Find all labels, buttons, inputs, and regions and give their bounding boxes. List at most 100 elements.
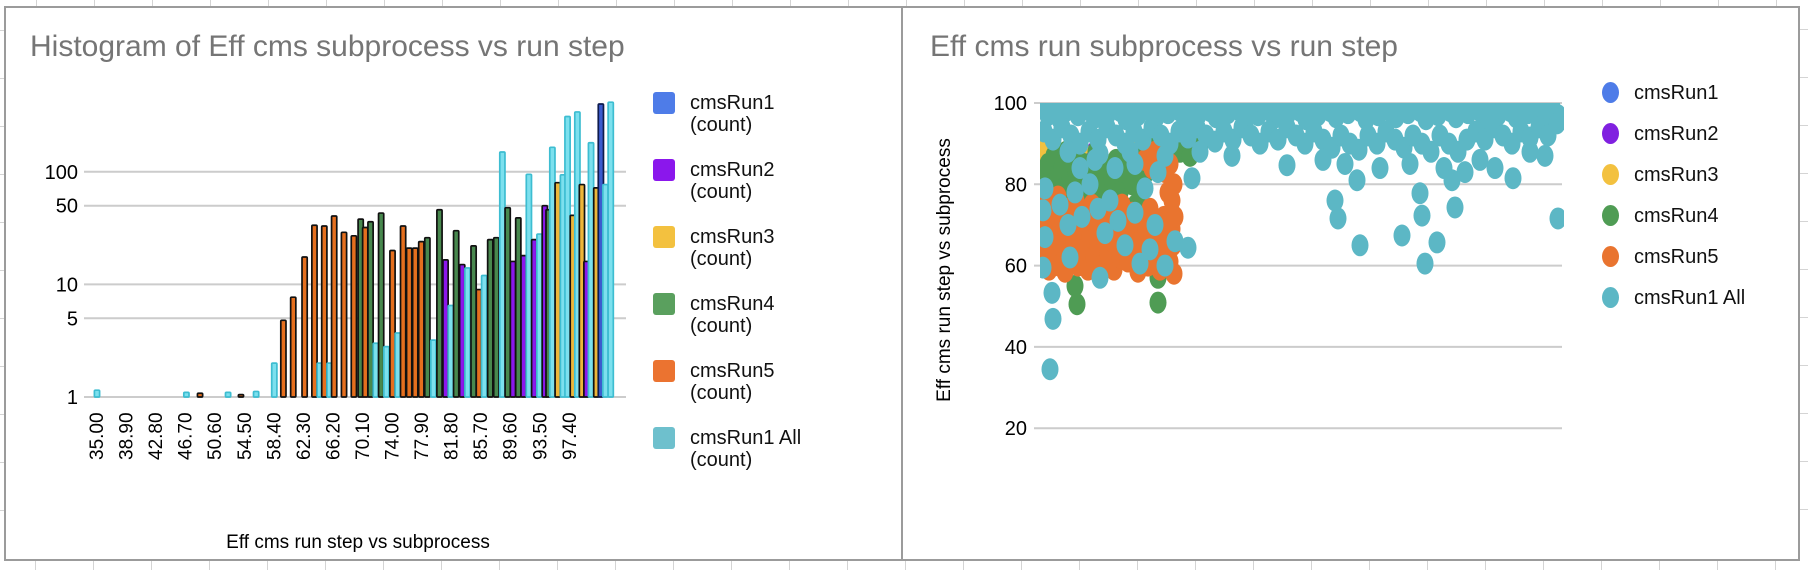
scatter-y-tick: 60 [1005,256,1027,278]
histogram-bar [252,390,260,398]
histogram-bar [279,319,287,398]
histogram-chart-panel[interactable] [6,8,901,559]
scatter-point [1051,193,1069,216]
legend-swatch-icon [653,360,675,382]
histogram-bar [367,220,374,398]
spreadsheet-grid-bottom [0,561,1808,570]
scatter-point [1101,189,1119,212]
scatter-point [1504,167,1522,190]
scatter-point [1191,140,1209,163]
scatter-point [1071,157,1089,180]
legend-item: cmsRun4 [1602,205,1745,227]
legend-label: cmsRun4 [1634,205,1719,227]
scatter-point [1106,157,1124,180]
scatter-point [1059,213,1077,236]
legend-item: cmsRun2 (count) [653,159,810,203]
scatter-point [1521,140,1539,163]
scatter-point [1456,161,1474,184]
spreadsheet-grid-right [1800,6,1808,561]
legend-swatch-icon [653,293,675,315]
legend-swatch-icon [1602,205,1619,226]
scatter-y-tick: 80 [1005,174,1027,196]
histogram-bar [399,225,407,398]
scatter-point [1314,148,1332,171]
scatter-chart-title: Eff cms run subprocess vs run step [930,30,1398,63]
histogram-y-tick: 5 [67,308,78,330]
histogram-bar [196,392,204,398]
legend-label: cmsRun5 [1634,246,1719,268]
histogram-x-tick: 93.50 [530,412,551,460]
histogram-x-tick: 54.50 [235,412,256,460]
spreadsheet-grid-top [0,0,1808,6]
scatter-y-tick: 20 [1005,418,1027,440]
scatter-point [1040,177,1054,200]
histogram-x-tick: 38.90 [117,412,138,460]
scatter-point [1096,222,1114,245]
scatter-point [1081,173,1099,196]
scatter-point [1371,157,1389,180]
legend-item: cmsRun1 All (count) [653,427,810,471]
scatter-point [1073,205,1091,228]
scatter-point [1351,234,1369,257]
histogram-x-tick: 46.70 [176,412,197,460]
histogram-bar [320,225,328,398]
scatter-point [1086,148,1104,171]
scatter-point [1156,144,1174,167]
histogram-bar [464,267,471,398]
scatter-point [1091,266,1109,289]
legend-item: cmsRun1 (count) [653,92,810,136]
scatter-point [1040,226,1054,249]
legend-swatch-icon [1602,246,1619,267]
scatter-point [1040,199,1052,222]
histogram-bar [270,362,278,398]
histogram-bar [452,229,460,398]
scatter-point [1179,236,1197,259]
scatter-chart-panel[interactable] [903,8,1798,559]
histogram-bar [340,231,348,398]
scatter-point [1446,196,1464,219]
scatter-point [1066,181,1084,204]
histogram-bar [289,296,297,398]
histogram-bar [377,212,385,398]
legend-swatch-icon [1602,82,1619,103]
scatter-point [1223,144,1241,167]
histogram-bar [429,339,437,398]
scatter-point [1156,254,1174,277]
histogram-legend: cmsRun1 (count) cmsRun2 (count) cmsRun3 (c… [653,92,810,471]
scatter-point [1422,140,1440,163]
legend-item: cmsRun4 (count) [653,293,810,337]
histogram-bar [382,345,390,398]
scatter-point [1109,209,1127,232]
scatter-point [1183,167,1201,190]
scatter-point [1126,152,1144,175]
scatter-y-tick: 100 [994,93,1027,115]
histogram-x-tick-labels: 35.00 38.90 42.80 46.70 50.60 54.50 58.40 62.30… [87,412,581,460]
scatter-point [1166,205,1184,228]
histogram-y-tick: 50 [56,196,78,218]
legend-label: cmsRun2 (count) [690,159,775,203]
histogram-bar [492,236,500,398]
scatter-point [1536,144,1554,167]
histogram-bar [237,393,245,398]
histogram-bar [436,208,443,398]
histogram-bar [405,247,413,398]
scatter-point [1326,189,1344,212]
scatter-point [1393,224,1411,247]
histogram-bar [182,391,190,398]
charts-canvas: 100 50 10 5 1 35.00 38.90 42.80 46.70 50.60 54.50… [45,93,1564,460]
scatter-points [1040,103,1564,381]
scatter-point [1136,177,1154,200]
histogram-bar [350,234,358,398]
legend-swatch-icon [653,159,675,181]
legend-label: cmsRun1 All (count) [690,427,802,471]
legend-swatch-icon [653,92,675,114]
histogram-bar [224,391,232,398]
legend-label: cmsRun4 (count) [690,293,775,337]
histogram-x-tick: 62.30 [294,412,315,460]
histogram-bar [93,389,101,398]
scatter-point [1131,252,1149,275]
scatter-point [1041,358,1059,381]
histogram-bar [330,215,338,398]
histogram-x-tick: 85.70 [471,412,492,460]
histogram-x-tick: 89.60 [501,412,522,460]
